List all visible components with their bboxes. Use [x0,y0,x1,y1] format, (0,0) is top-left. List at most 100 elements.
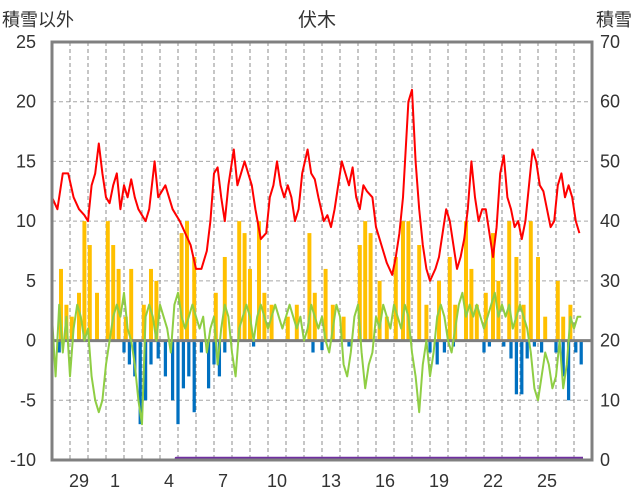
precip-bar [447,256,452,341]
below-zero-bar [163,340,168,377]
precip-bar [222,256,227,341]
precip-bar [294,304,299,341]
below-zero-bar [502,340,506,347]
below-zero-bar [199,340,204,353]
below-zero-bar [532,340,537,347]
right-y-tick-label: 70 [600,32,620,52]
below-zero-bar [539,340,544,353]
right-y-tick-label: 20 [600,331,620,351]
below-zero-bar [579,340,583,365]
plot-border [50,40,594,462]
precip-bar [185,221,189,341]
below-zero-bar [217,340,222,377]
precip-bar [561,316,566,341]
precip-bar [406,221,411,341]
precip-bar [154,280,159,341]
precip-bar [357,245,362,341]
precip-bar [269,304,274,341]
precip-bar [469,268,474,341]
precip-bar [363,221,368,341]
below-zero-bar [442,340,447,353]
below-zero-bar [525,340,529,359]
below-zero-bar [138,340,142,425]
below-zero-bar [311,340,315,353]
chart-title: 伏木 [298,9,336,31]
precip-bar [129,268,134,341]
below-zero-bar [127,340,132,365]
precip-bar [464,221,468,341]
precip-bar [95,292,99,341]
precip-bar [514,256,519,341]
precip-bar [417,245,422,341]
left-y-tick-label: -10 [10,450,36,470]
precip-bar [213,292,218,341]
right-y-tick-label: 10 [600,390,620,410]
precip-bar [111,245,116,341]
left-y-tick-label: 25 [16,32,36,52]
precip-bar [424,304,429,341]
precip-bar [323,268,328,341]
precip-bar [507,221,512,341]
below-zero-bar [223,340,227,353]
precip-bar [149,268,153,341]
precip-bar [242,233,247,341]
below-zero-bar [428,340,432,353]
precip-bar [393,256,398,341]
left-y-tick-label: -5 [20,390,36,410]
below-zero-bar [176,340,180,425]
precip-bar [69,316,74,341]
precip-bar [377,280,382,341]
x-tick-label: 19 [429,471,449,491]
below-zero-bar [187,340,191,377]
precip-bar [341,316,346,341]
left-y-tick-label: 10 [16,211,36,231]
precip-bar [141,304,146,341]
below-zero-bar [57,340,61,353]
x-tick-label: 13 [321,471,341,491]
right-axis-title: 積雪 [596,10,632,31]
max-temp-line [51,88,581,282]
precip-bar [401,221,405,341]
x-tick-label: 22 [483,471,503,491]
left-y-tick-label: 20 [16,92,36,112]
left-axis-title: 積雪以外 [2,10,74,31]
precip-bar [368,233,373,341]
x-tick-label: 29 [69,471,89,491]
below-zero-bar [347,340,351,347]
precip-bar [123,316,128,341]
x-tick-label: 1 [110,471,120,491]
precip-bar [474,304,479,341]
precip-bar [116,268,121,341]
precip-bar [82,221,87,341]
right-y-tick-label: 30 [600,271,620,291]
left-y-tick-label: 0 [26,331,36,351]
left-y-tick-label: 5 [26,271,36,291]
precip-bar [237,221,242,341]
x-tick-label: 25 [537,471,557,491]
x-tick-label: 10 [267,471,287,491]
below-zero-bar [156,340,160,359]
precip-bar [528,221,533,341]
below-zero-bar [514,340,519,395]
precip-bar [59,268,63,341]
below-zero-bar [561,340,565,377]
right-y-tick-label: 50 [600,151,620,171]
mean-temp-line [51,291,582,426]
below-zero-bar [170,340,175,401]
below-zero-bar [122,340,126,353]
precip-bar [248,268,252,341]
right-y-tick-label: 0 [600,450,610,470]
right-y-tick-label: 60 [600,92,620,112]
precip-bar [77,292,81,341]
precip-bar [105,221,110,341]
below-zero-bar [320,340,324,351]
precip-bar [384,316,389,341]
below-zero-bar [487,340,492,347]
precip-bar [491,233,495,341]
precip-bar [179,233,184,341]
precip-bar [483,292,488,341]
x-tick-label: 16 [375,471,395,491]
below-zero-bar [212,340,216,365]
